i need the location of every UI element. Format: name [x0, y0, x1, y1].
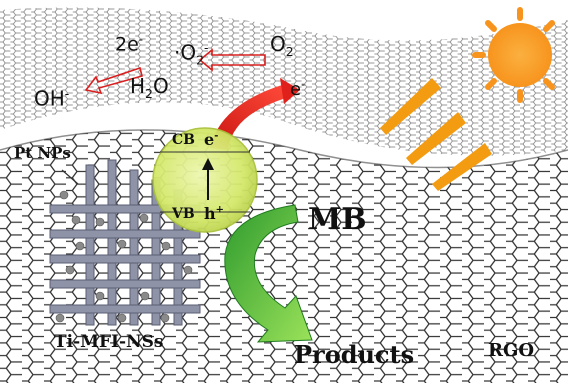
framework-icon: [49, 159, 201, 326]
light-ray-icon: [380, 78, 492, 191]
sun-icon: [472, 7, 555, 103]
valence-band-label: VB: [172, 206, 195, 222]
platinum-label: Pt NPs: [14, 144, 71, 162]
conduction-band-label: CB: [172, 132, 195, 148]
graphene-label: RGO: [488, 340, 535, 361]
water-label: H2O: [130, 74, 169, 101]
superoxide-label: ·O2-: [174, 40, 209, 68]
oxygen-label: O2: [270, 32, 294, 59]
hollow-red-arrows: [84, 48, 266, 95]
graphene-sheet-front: [0, 130, 568, 383]
semiconductor-sphere: [152, 127, 258, 233]
products-label: Products: [294, 340, 415, 369]
catalyst-label: Ti-MFI-NSs: [54, 332, 164, 352]
hole-label: h+: [204, 204, 224, 223]
green-arrow-icon: [224, 204, 313, 343]
cb-electron-label: e-: [204, 130, 219, 149]
hydroxyl-label: OH-: [34, 86, 70, 111]
excitation-arrow: [202, 158, 214, 200]
methylene-blue-label: MB: [308, 202, 367, 237]
electron-label: e-: [290, 78, 306, 100]
electrons-label: 2e-: [115, 32, 144, 56]
